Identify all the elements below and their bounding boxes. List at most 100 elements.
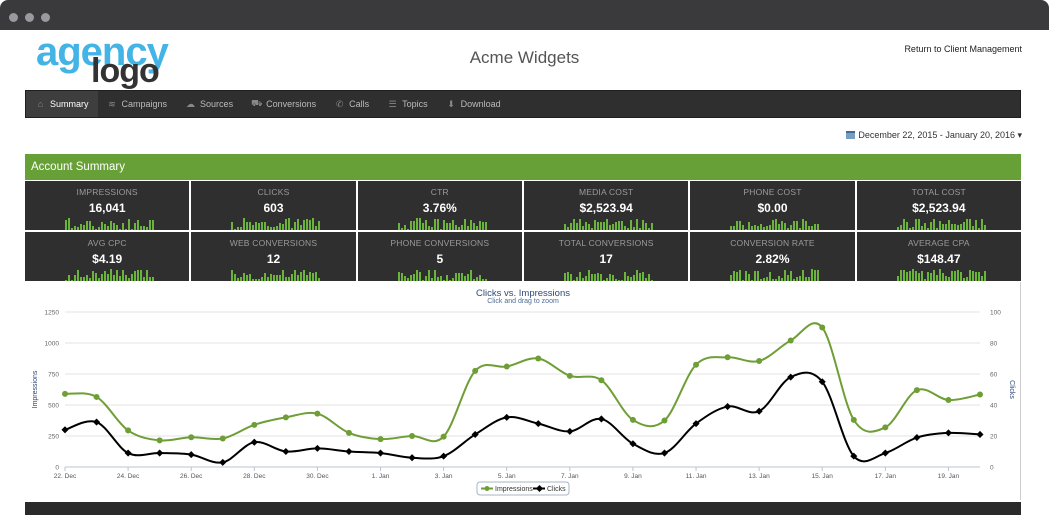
point-clicks <box>471 430 479 438</box>
sparkline-bar <box>481 279 484 281</box>
sparkline-bar <box>433 270 436 281</box>
sparkline-bar <box>243 218 246 230</box>
summary-tile-impressions: IMPRESSIONS 16,041 <box>25 181 190 230</box>
sparkline-bar <box>448 280 451 281</box>
legend-clicks-label: Clicks <box>547 486 566 493</box>
sparkline-bar <box>908 271 911 281</box>
sparkline-bar <box>472 223 475 230</box>
sparkline-bar <box>745 229 748 230</box>
cart-icon: ⛟ <box>251 98 263 108</box>
sparkline-bar <box>911 227 914 230</box>
sparkline-bar <box>790 271 793 281</box>
sparkline-bar <box>763 227 766 230</box>
tile-value: $2,523.94 <box>912 201 966 215</box>
sparkline-bar <box>276 226 279 230</box>
sparkline-bar <box>140 270 142 281</box>
chart-legend[interactable] <box>476 481 570 496</box>
sparkline-bar <box>944 276 947 281</box>
sparkline-bar <box>119 276 121 281</box>
nav-item-campaigns[interactable]: ≋ Campaigns <box>98 91 177 117</box>
sparkline-bar <box>739 221 742 230</box>
nav-item-topics[interactable]: ☰ Topics <box>378 91 437 117</box>
chart-svg[interactable]: 0 250 500 750 1000 1250 0 20 40 60 80 100 22. Dec 24.… <box>25 282 1021 500</box>
sparkline-bar <box>644 223 647 230</box>
sparkline-bar <box>463 219 466 230</box>
sparkline-bar <box>730 226 733 230</box>
return-to-client-management-link[interactable]: Return to Client Management <box>904 44 1022 54</box>
summary-tile-web-conversions: WEB CONVERSIONS 12 <box>191 232 356 281</box>
logo-text-top: agency <box>36 30 169 74</box>
window-close-dot[interactable] <box>9 13 18 22</box>
point-impressions <box>440 433 447 440</box>
x-tick-label: 22. Dec <box>54 473 77 480</box>
window-maximize-dot[interactable] <box>41 13 50 22</box>
sparkline-bar <box>781 221 784 230</box>
nav-item-sources[interactable]: ☁ Sources <box>176 91 242 117</box>
sparkline-bar <box>128 219 130 230</box>
sparkline-bar <box>584 222 587 230</box>
sparkline-bar <box>575 223 578 230</box>
sparkline-bar <box>754 225 757 230</box>
sparkline-bar <box>983 271 986 281</box>
sparkline-bar <box>104 271 106 281</box>
sparkline-bar <box>611 275 614 281</box>
point-impressions <box>756 357 763 364</box>
sparkline-bar <box>249 274 252 281</box>
sparkline-bar <box>587 270 590 281</box>
nav-item-calls[interactable]: ✆ Calls <box>325 91 378 117</box>
point-clicks <box>724 403 732 411</box>
point-clicks <box>913 434 921 442</box>
sparkline-bar <box>403 225 406 230</box>
date-range-picker[interactable]: December 22, 2015 - January 20, 2016 ▾ <box>846 130 1022 141</box>
agency-logo[interactable]: agency logo <box>36 30 196 90</box>
sparkline-bar <box>623 226 626 230</box>
sparkline-bar <box>137 270 139 281</box>
nav-item-conversions[interactable]: ⛟ Conversions <box>242 91 325 117</box>
nav-item-summary[interactable]: ⌂ Summary <box>26 91 98 117</box>
sparkline-bar <box>400 273 403 281</box>
sparkline-bar <box>905 222 908 230</box>
point-impressions <box>977 391 983 398</box>
sparkline-bar <box>146 227 148 230</box>
sparkline-bar <box>481 222 484 230</box>
nav-item-download[interactable]: ⬇ Download <box>437 91 510 117</box>
sparkline-bar <box>811 269 814 281</box>
sparkline-bar <box>297 219 300 230</box>
sparkline-bar <box>101 222 103 230</box>
sparkline-bar <box>923 223 926 230</box>
nav-item-label: Sources <box>200 99 234 109</box>
sparkline-bar <box>421 223 424 230</box>
sparkline-bar <box>249 222 252 230</box>
tile-sparkline <box>730 219 820 230</box>
point-impressions <box>693 361 700 368</box>
point-impressions <box>787 337 794 344</box>
tile-value: $4.19 <box>92 252 123 266</box>
window-minimize-dot[interactable] <box>25 13 34 22</box>
sparkline-bar <box>575 277 578 281</box>
sparkline-bar <box>593 274 596 281</box>
point-clicks <box>219 458 227 466</box>
sparkline-bar <box>614 222 617 230</box>
sparkline-bar <box>751 280 754 281</box>
clicks-impressions-chart[interactable]: Clicks vs. Impressions Click and drag to… <box>25 282 1021 500</box>
sparkline-bar <box>578 272 581 281</box>
sparkline-bar <box>101 274 103 281</box>
list-icon: ☰ <box>388 98 397 109</box>
tile-sparkline <box>65 218 154 230</box>
point-impressions <box>156 437 163 444</box>
sparkline-bar <box>285 277 288 281</box>
sparkline-bar <box>403 276 406 281</box>
calendar-icon <box>846 131 856 139</box>
tile-sparkline <box>896 269 986 281</box>
sparkline-bar <box>814 270 817 281</box>
sparkline-bar <box>113 275 115 281</box>
tile-sparkline <box>563 270 653 281</box>
legend-impressions-marker <box>484 486 490 491</box>
sparkline-bar <box>602 222 605 230</box>
sparkline-bar <box>748 274 751 281</box>
sparkline-bar <box>237 278 240 281</box>
point-impressions <box>629 416 636 423</box>
sparkline-bar <box>433 219 436 230</box>
point-clicks <box>692 420 700 428</box>
sparkline-bar <box>288 277 291 281</box>
